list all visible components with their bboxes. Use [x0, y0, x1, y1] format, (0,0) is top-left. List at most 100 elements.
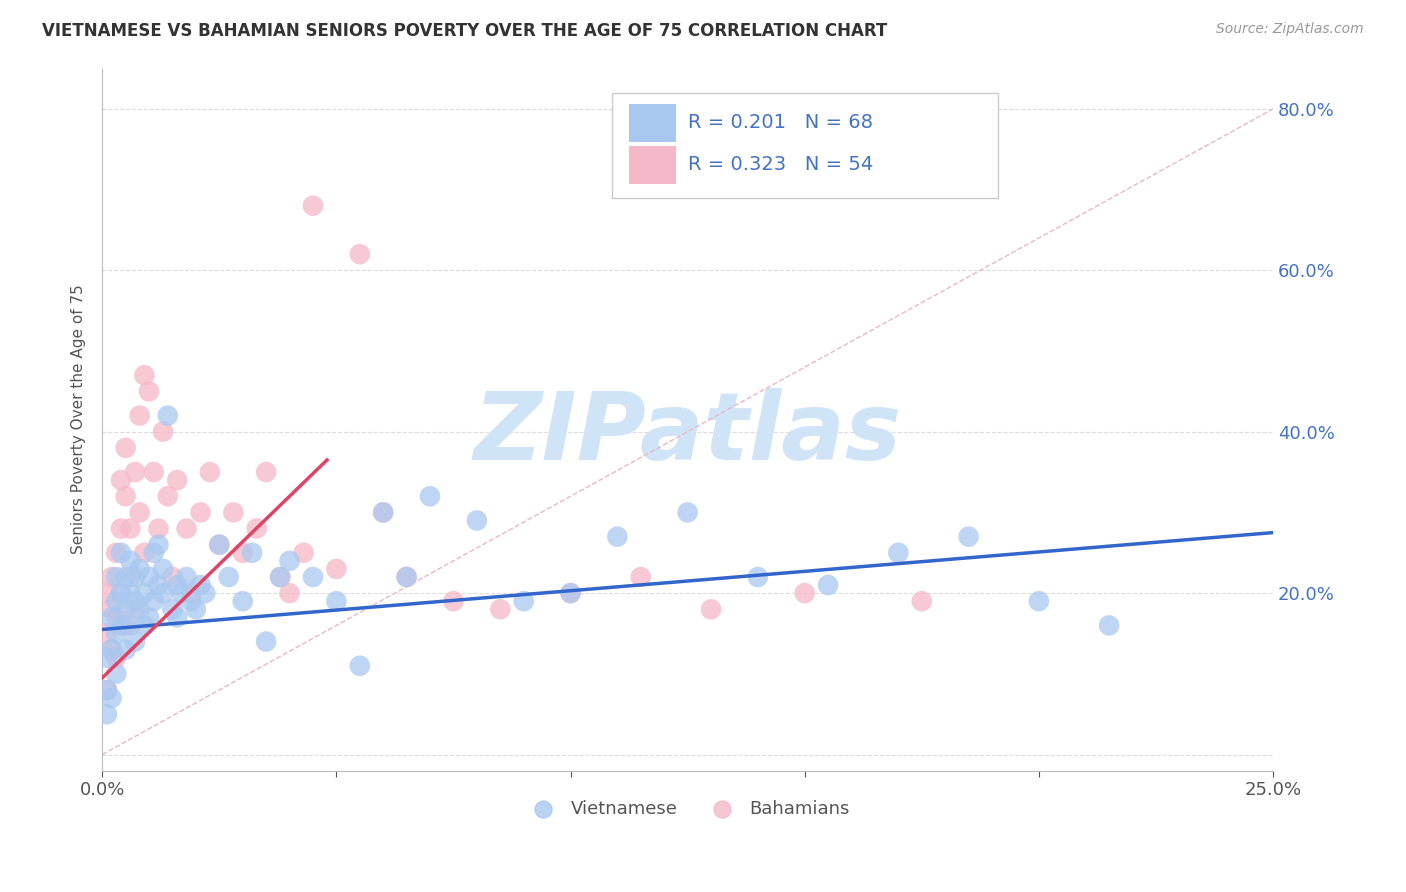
Point [124, 602, 146, 616]
Point [120, 618, 142, 632]
Point [156, 489, 179, 503]
Point [198, 465, 221, 479]
Point [560, 586, 582, 600]
Point [138, 610, 160, 624]
Legend: Vietnamese, Bahamians: Vietnamese, Bahamians [517, 792, 858, 825]
Point [142, 546, 165, 560]
Point [156, 409, 179, 423]
Point [887, 546, 910, 560]
Point [269, 570, 291, 584]
Point [120, 522, 142, 536]
Point [134, 618, 156, 632]
Point [114, 441, 136, 455]
Point [1028, 594, 1050, 608]
Point [443, 594, 465, 608]
Point [190, 505, 212, 519]
Text: VIETNAMESE VS BAHAMIAN SENIORS POVERTY OVER THE AGE OF 75 CORRELATION CHART: VIETNAMESE VS BAHAMIAN SENIORS POVERTY O… [42, 22, 887, 40]
Point [246, 522, 269, 536]
Point [124, 465, 146, 479]
Point [218, 570, 240, 584]
Point [105, 626, 128, 640]
Point [128, 602, 150, 616]
Point [180, 594, 202, 608]
Point [110, 586, 132, 600]
Point [957, 530, 980, 544]
Point [793, 586, 815, 600]
Point [166, 578, 188, 592]
Point [373, 505, 395, 519]
Point [124, 634, 146, 648]
Point [128, 505, 150, 519]
Point [190, 578, 212, 592]
Point [134, 368, 156, 383]
Point [96, 626, 118, 640]
Y-axis label: Seniors Poverty Over the Age of 75: Seniors Poverty Over the Age of 75 [72, 285, 86, 555]
Point [120, 586, 142, 600]
Point [96, 707, 118, 722]
Point [138, 570, 160, 584]
Point [302, 570, 325, 584]
Point [240, 546, 263, 560]
Point [269, 570, 291, 584]
Point [148, 538, 170, 552]
Point [100, 642, 122, 657]
Point [114, 570, 136, 584]
Point [105, 594, 128, 608]
Text: R = 0.201   N = 68: R = 0.201 N = 68 [688, 113, 873, 132]
Point [232, 546, 254, 560]
Point [96, 683, 118, 698]
Point [254, 634, 277, 648]
Point [700, 602, 723, 616]
Point [100, 691, 122, 706]
Point [292, 546, 315, 560]
Point [465, 514, 488, 528]
Point [128, 409, 150, 423]
Point [142, 465, 165, 479]
Point [124, 594, 146, 608]
Point [105, 570, 128, 584]
Point [152, 586, 174, 600]
Point [222, 505, 245, 519]
Point [114, 489, 136, 503]
Point [180, 586, 202, 600]
Point [162, 570, 184, 584]
Point [395, 570, 418, 584]
Point [114, 618, 136, 632]
Point [630, 570, 652, 584]
Point [512, 594, 534, 608]
Point [349, 247, 371, 261]
Point [1098, 618, 1121, 632]
Point [176, 570, 198, 584]
Point [278, 554, 301, 568]
Point [395, 570, 418, 584]
Point [148, 522, 170, 536]
Point [232, 594, 254, 608]
Point [254, 465, 277, 479]
Point [560, 586, 582, 600]
Bar [628, 103, 676, 142]
FancyBboxPatch shape [612, 93, 998, 198]
Point [110, 522, 132, 536]
Point [120, 554, 142, 568]
Bar [628, 145, 676, 185]
Point [100, 610, 122, 624]
Point [152, 425, 174, 439]
Point [100, 602, 122, 616]
Point [162, 602, 184, 616]
Point [166, 610, 188, 624]
Point [302, 199, 325, 213]
Point [100, 642, 122, 657]
Point [114, 602, 136, 616]
Point [194, 586, 217, 600]
Point [110, 586, 132, 600]
Point [134, 546, 156, 560]
Point [120, 570, 142, 584]
Point [208, 538, 231, 552]
Point [419, 489, 441, 503]
Point [138, 384, 160, 399]
Point [148, 578, 170, 592]
Point [128, 562, 150, 576]
Point [176, 522, 198, 536]
Point [606, 530, 628, 544]
Point [114, 642, 136, 657]
